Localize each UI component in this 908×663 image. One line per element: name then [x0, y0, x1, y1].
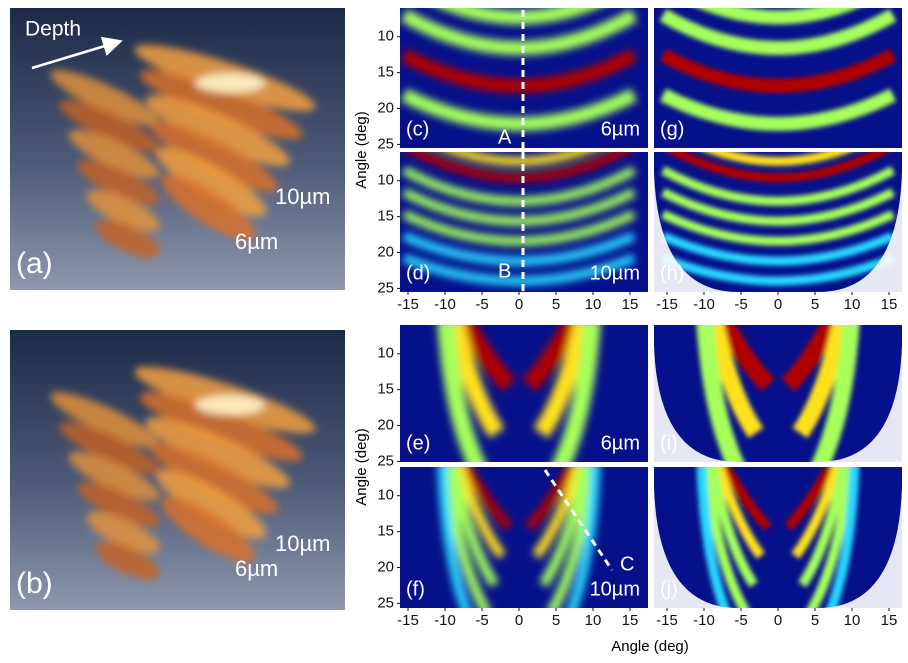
x-tick-label: 10 [585, 296, 602, 313]
figure: (a)10µm6µm(b)10µm6µmDepth(c)6µm10152025(… [0, 0, 908, 663]
thickness-label: 10µm [590, 578, 640, 600]
volume-panel: (a) 10µm 6µm [10, 8, 345, 290]
x-tick-label: 5 [811, 296, 819, 313]
y-tick-label: 25 [377, 594, 394, 611]
thickness-label: 6µm [601, 118, 640, 140]
thickness-label: 6µm [235, 229, 278, 254]
x-tick-label: -5 [475, 612, 488, 629]
x-tick-label: -15 [656, 612, 678, 629]
heatmap-background [654, 325, 902, 462]
y-tick-label: 15 [377, 208, 394, 225]
x-tick-label: 5 [552, 612, 560, 629]
heatmap-panel: (h) [654, 126, 902, 292]
highlight [195, 395, 265, 415]
panel-label: (i) [660, 432, 678, 454]
thickness-label: 6µm [235, 556, 278, 581]
x-tick-label: 10 [844, 612, 861, 629]
y-tick-label: 15 [377, 523, 394, 540]
y-tick-label: 20 [377, 243, 394, 260]
x-tick-label: -10 [693, 296, 715, 313]
heatmap-panel: (i) [654, 320, 902, 481]
x-tick-label: -15 [397, 296, 419, 313]
highlight [195, 73, 265, 93]
x-tick-label: 5 [811, 612, 819, 629]
y-tick-label: 25 [377, 452, 394, 469]
x-tick-label: -10 [434, 612, 456, 629]
heatmap-panel: (c) 6µm 10 15 20 25 [377, 0, 648, 152]
x-tick-label: -10 [434, 296, 456, 313]
y-tick-label: 25 [377, 279, 394, 296]
y-tick-label: 20 [377, 99, 394, 116]
x-tick-label: 0 [515, 296, 523, 313]
thickness-label: 10µm [275, 184, 330, 209]
panel-label: (j) [660, 578, 678, 600]
x-tick-label: -10 [693, 612, 715, 629]
cut-marker: B [498, 260, 511, 282]
x-tick-label: 0 [774, 612, 782, 629]
panel-label: (e) [406, 432, 430, 454]
x-tick-label: 0 [515, 612, 523, 629]
volume-panel: (b) 10µm6µm [10, 330, 345, 610]
thickness-label: 10µm [590, 262, 640, 284]
depth-label: Depth [25, 18, 81, 41]
y-tick-label: 10 [377, 345, 394, 362]
x-tick-label: 15 [622, 296, 639, 313]
heatmap-panel: (g) [654, 0, 902, 148]
thickness-label: 10µm [275, 531, 330, 556]
heatmap-panel: (d) 10µm 10 15 20 25 [377, 126, 648, 296]
y-axis-label: Angle (deg) [353, 111, 370, 189]
y-tick-label: 10 [377, 172, 394, 189]
cut-marker: C [620, 553, 634, 575]
x-tick-label: 10 [844, 296, 861, 313]
panel-label: (c) [406, 118, 429, 140]
x-tick-label: -5 [734, 612, 747, 629]
volume-label: (a) [16, 247, 53, 280]
heatmap-panel: (e) 6µm 10 15 20 25 [377, 320, 648, 481]
x-tick-label: 15 [622, 612, 639, 629]
y-tick-label: 10 [377, 487, 394, 504]
y-tick-label: 20 [377, 558, 394, 575]
x-tick-label: 15 [881, 612, 898, 629]
x-tick-label: -5 [734, 296, 747, 313]
x-tick-label: 0 [774, 296, 782, 313]
cut-marker: A [498, 126, 512, 148]
x-tick-label: 5 [552, 296, 560, 313]
panel-label: (h) [660, 262, 684, 284]
y-tick-label: 15 [377, 381, 394, 398]
x-tick-label: 15 [881, 296, 898, 313]
x-tick-label: -5 [475, 296, 488, 313]
x-axis-label: Angle (deg) [611, 638, 689, 655]
y-tick-label: 15 [377, 64, 394, 81]
y-axis-label: Angle (deg) [353, 428, 370, 506]
y-tick-label: 25 [377, 135, 394, 152]
x-tick-label: -15 [397, 612, 419, 629]
x-tick-label: 10 [585, 612, 602, 629]
panel-label: (g) [660, 118, 684, 140]
y-tick-label: 10 [377, 28, 394, 45]
panel-label: (d) [406, 262, 430, 284]
y-tick-label: 20 [377, 416, 394, 433]
x-tick-label: -15 [656, 296, 678, 313]
heatmap-background [654, 467, 902, 608]
thickness-label: 6µm [601, 432, 640, 454]
volume-label: (b) [16, 567, 53, 600]
panel-label: (f) [406, 578, 425, 600]
